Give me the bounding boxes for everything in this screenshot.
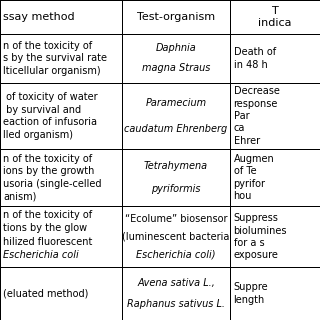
Text: tions by the glow: tions by the glow bbox=[3, 223, 87, 233]
Text: Daphnia: Daphnia bbox=[156, 44, 196, 53]
Text: ssay method: ssay method bbox=[3, 12, 75, 22]
Text: Death of 
in 48 h: Death of in 48 h bbox=[234, 47, 279, 69]
Text: Escherichia coli): Escherichia coli) bbox=[136, 249, 216, 259]
Text: n of the toxicity of: n of the toxicity of bbox=[3, 210, 92, 220]
Text: pyriformis: pyriformis bbox=[151, 184, 201, 194]
Text: Suppress
biolumines
for a s
exposure: Suppress biolumines for a s exposure bbox=[234, 213, 287, 260]
Text: Paramecium: Paramecium bbox=[145, 98, 207, 108]
Text: n of the toxicity of
ions by the growth
usoria (single-celled
anism): n of the toxicity of ions by the growth … bbox=[3, 154, 102, 201]
Text: “Ecolume” biosensor: “Ecolume” biosensor bbox=[125, 214, 227, 224]
Text: Test-organism: Test-organism bbox=[137, 12, 215, 22]
Text: Decrease
response
Par
ca
Ehrer: Decrease response Par ca Ehrer bbox=[234, 86, 279, 146]
Text: Tetrahymena: Tetrahymena bbox=[144, 161, 208, 171]
Text: T
indica: T indica bbox=[259, 6, 292, 28]
Text: Augmen
of Te
pyrifor
hou: Augmen of Te pyrifor hou bbox=[234, 154, 274, 201]
Text: magna Straus: magna Straus bbox=[142, 63, 210, 73]
Text: Suppre
length: Suppre length bbox=[234, 282, 268, 305]
Text: hilized fluorescent: hilized fluorescent bbox=[3, 236, 92, 246]
Text: (luminescent bacteria: (luminescent bacteria bbox=[122, 232, 230, 242]
Text: of toxicity of water
 by survival and
eaction of infusoria
lled organism): of toxicity of water by survival and eac… bbox=[3, 92, 98, 140]
Text: Avena sativa L.,: Avena sativa L., bbox=[137, 278, 215, 288]
Text: Escherichia coli: Escherichia coli bbox=[3, 250, 79, 260]
Text: (eluated method): (eluated method) bbox=[3, 289, 89, 299]
Text: caudatum Ehrenberg: caudatum Ehrenberg bbox=[124, 124, 228, 134]
Text: Raphanus sativus L.: Raphanus sativus L. bbox=[127, 299, 225, 309]
Text: n of the toxicity of
s by the survival rate
lticellular organism): n of the toxicity of s by the survival r… bbox=[3, 41, 107, 76]
